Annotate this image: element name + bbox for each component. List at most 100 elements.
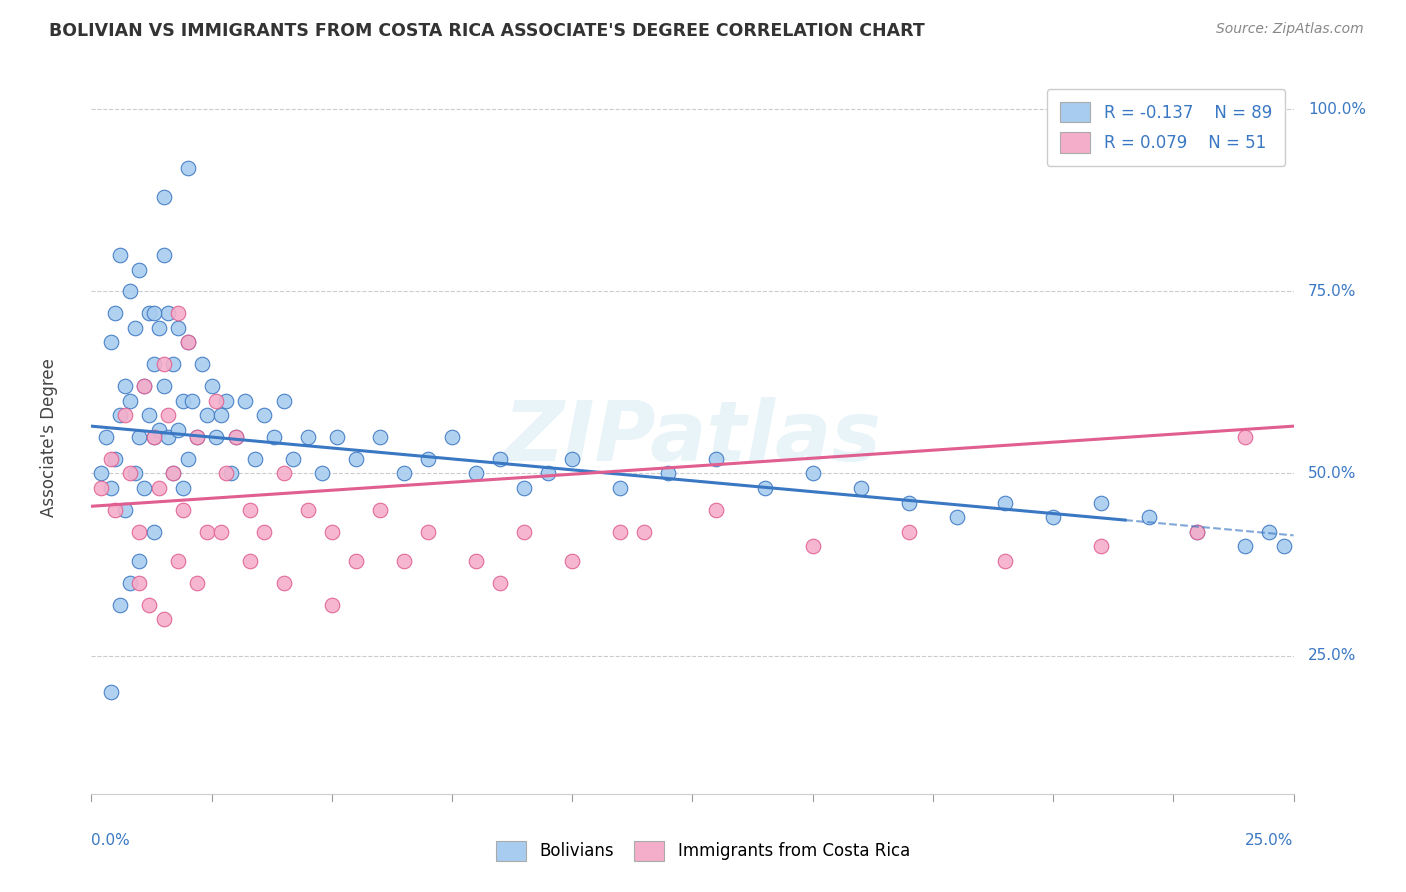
Point: [167, 321, 190, 335]
Point: [344, 554, 367, 568]
Point: [148, 423, 170, 437]
Point: [201, 379, 224, 393]
Point: [849, 481, 872, 495]
Point: [489, 575, 512, 590]
Point: [110, 248, 132, 262]
Point: [148, 481, 170, 495]
Point: [225, 430, 247, 444]
Text: 75.0%: 75.0%: [1308, 284, 1357, 299]
Point: [162, 467, 184, 481]
Text: BOLIVIAN VS IMMIGRANTS FROM COSTA RICA ASSOCIATE'S DEGREE CORRELATION CHART: BOLIVIAN VS IMMIGRANTS FROM COSTA RICA A…: [49, 22, 925, 40]
Point: [118, 285, 141, 299]
Point: [1090, 539, 1112, 553]
Point: [152, 248, 174, 262]
Point: [152, 612, 174, 626]
Point: [1042, 510, 1064, 524]
Point: [225, 430, 247, 444]
Point: [100, 335, 122, 350]
Point: [134, 379, 156, 393]
Point: [94, 430, 117, 444]
Point: [100, 451, 122, 466]
Point: [321, 598, 343, 612]
Point: [465, 467, 488, 481]
Point: [157, 306, 180, 320]
Text: Associate's Degree: Associate's Degree: [41, 358, 58, 516]
Point: [110, 598, 132, 612]
Point: [897, 495, 920, 509]
Point: [239, 503, 262, 517]
Point: [368, 430, 391, 444]
Point: [440, 430, 463, 444]
Point: [253, 524, 276, 539]
Text: 50.0%: 50.0%: [1308, 466, 1357, 481]
Point: [706, 451, 728, 466]
Point: [994, 554, 1017, 568]
Point: [1258, 524, 1281, 539]
Point: [128, 524, 150, 539]
Point: [233, 393, 256, 408]
Point: [273, 467, 295, 481]
Point: [325, 430, 347, 444]
Point: [138, 409, 160, 423]
Point: [946, 510, 969, 524]
Point: [104, 451, 127, 466]
Point: [561, 451, 583, 466]
Point: [172, 481, 194, 495]
Point: [537, 467, 560, 481]
Point: [897, 524, 920, 539]
Text: 100.0%: 100.0%: [1308, 102, 1367, 117]
Point: [1137, 510, 1160, 524]
Point: [148, 321, 170, 335]
Point: [209, 409, 232, 423]
Point: [128, 575, 150, 590]
Point: [104, 306, 127, 320]
Point: [657, 467, 679, 481]
Point: [209, 524, 232, 539]
Point: [754, 481, 776, 495]
Point: [609, 524, 631, 539]
Point: [489, 451, 512, 466]
Point: [142, 357, 165, 371]
Point: [90, 481, 112, 495]
Point: [176, 161, 198, 175]
Point: [176, 335, 198, 350]
Point: [100, 685, 122, 699]
Text: ZIPatlas: ZIPatlas: [503, 397, 882, 477]
Point: [801, 467, 824, 481]
Point: [128, 554, 150, 568]
Point: [152, 190, 174, 204]
Point: [561, 554, 583, 568]
Point: [114, 503, 136, 517]
Point: [368, 503, 391, 517]
Point: [253, 409, 276, 423]
Point: [1234, 539, 1257, 553]
Point: [1090, 495, 1112, 509]
Point: [416, 451, 439, 466]
Point: [321, 524, 343, 539]
Point: [609, 481, 631, 495]
Point: [134, 481, 156, 495]
Point: [297, 430, 319, 444]
Legend: Bolivians, Immigrants from Costa Rica: Bolivians, Immigrants from Costa Rica: [489, 834, 917, 868]
Point: [513, 481, 536, 495]
Point: [152, 379, 174, 393]
Point: [167, 306, 190, 320]
Point: [114, 409, 136, 423]
Text: 0.0%: 0.0%: [91, 833, 131, 848]
Point: [263, 430, 285, 444]
Point: [134, 379, 156, 393]
Point: [138, 598, 160, 612]
Point: [392, 467, 415, 481]
Point: [994, 495, 1017, 509]
Point: [283, 451, 305, 466]
Point: [205, 393, 228, 408]
Point: [195, 409, 218, 423]
Point: [273, 393, 295, 408]
Point: [344, 451, 367, 466]
Point: [142, 306, 165, 320]
Point: [706, 503, 728, 517]
Point: [142, 430, 165, 444]
Point: [157, 409, 180, 423]
Point: [181, 393, 204, 408]
Point: [465, 554, 488, 568]
